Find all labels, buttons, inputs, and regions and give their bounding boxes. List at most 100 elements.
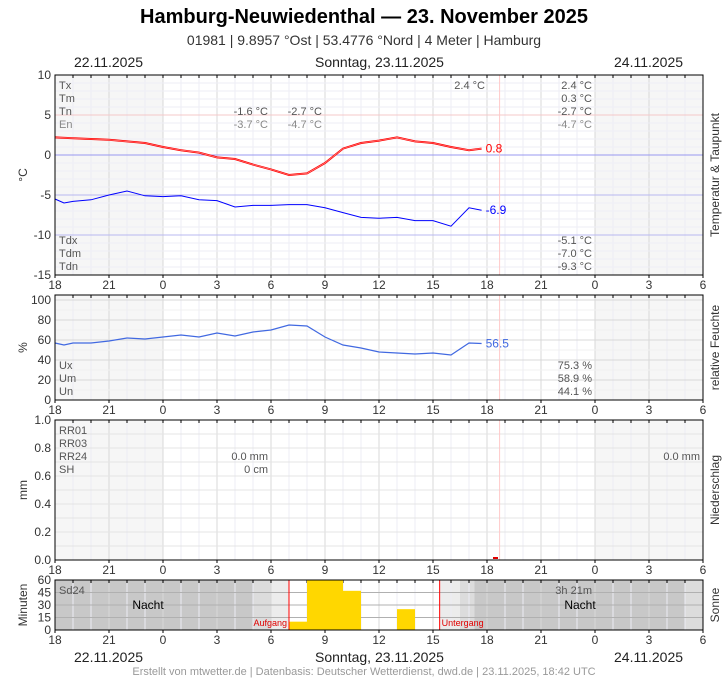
stat-value-day3: -9.3 °C	[558, 261, 592, 273]
y-tick-label: 15	[38, 611, 52, 625]
y-axis-label: mm	[16, 480, 30, 500]
humidity-line	[54, 324, 482, 356]
x-tick-label: 9	[322, 633, 329, 647]
x-tick-label: 6	[700, 403, 707, 417]
panel-frame	[54, 74, 704, 276]
y-tick-label: 0	[44, 393, 51, 407]
stat-value-day1: 0 cm	[244, 464, 268, 476]
x-tick-label: 21	[102, 278, 116, 292]
night-label-left: Nacht	[132, 598, 164, 612]
stat-value-day3: -2.7 °C	[558, 106, 592, 118]
y-tick-label: 100	[31, 293, 51, 307]
x-tick-label: 21	[102, 563, 116, 577]
y-tick-label: 0.2	[34, 525, 51, 539]
y-tick-label: 60	[38, 573, 52, 587]
x-tick-label: 18	[48, 403, 62, 417]
stat-value-day1: 0.0 mm	[231, 451, 268, 463]
current-marker	[493, 557, 498, 559]
x-tick-label: 3	[646, 403, 653, 417]
stat-label-RR03: RR03	[59, 438, 87, 450]
y-tick-label: -15	[34, 268, 52, 282]
sunrise-label: Aufgang	[253, 618, 287, 628]
y-tick-label: 1.0	[34, 413, 51, 427]
y-tick-label: -10	[34, 228, 52, 242]
x-tick-label: 18	[48, 633, 62, 647]
y-tick-label: 5	[44, 108, 51, 122]
x-tick-label: 0	[592, 403, 599, 417]
x-tick-label: 6	[268, 633, 275, 647]
x-tick-label: 12	[372, 403, 386, 417]
x-tick-label: 21	[534, 403, 548, 417]
x-tick-label: 15	[426, 563, 440, 577]
temperature-end-label: 0.8	[486, 142, 503, 156]
y-tick-label: 0.0	[34, 553, 51, 567]
date-left-bottom: 22.11.2025	[74, 649, 144, 665]
stat-value: 44.1 %	[558, 386, 592, 398]
page-title: Hamburg-Neuwiedenthal — 23. November 202…	[140, 6, 588, 28]
panel-side-label: Sonne	[708, 587, 722, 622]
night-label-right: Nacht	[564, 598, 596, 612]
x-tick-label: 6	[268, 403, 275, 417]
y-axis-label: °C	[16, 168, 30, 182]
stat-label-SH: SH	[59, 464, 74, 476]
x-tick-label: 18	[480, 633, 494, 647]
sunshine-bar	[289, 621, 307, 630]
stat-value-day2: 0.0 mm	[663, 451, 700, 463]
panel-frame	[54, 419, 704, 561]
stat-label-Tdx: Tdx	[59, 235, 78, 247]
date-center-bottom: Sonntag, 23.11.2025	[315, 649, 444, 665]
stat-value-day2: 2.4 °C	[454, 80, 485, 92]
x-tick-label: 21	[534, 633, 548, 647]
y-tick-label: 45	[38, 586, 52, 600]
stat-value: 75.3 %	[558, 360, 592, 372]
panel-side-label: Niederschlag	[708, 455, 722, 525]
y-tick-label: 80	[38, 313, 52, 327]
stat-label-Tn: Tn	[59, 106, 72, 118]
x-tick-label: 3	[214, 633, 221, 647]
stat-value-day3: -5.1 °C	[558, 235, 592, 247]
date-center-top: Sonntag, 23.11.2025	[315, 54, 444, 70]
x-tick-label: 18	[480, 563, 494, 577]
panel-side-label: relative Feuchte	[708, 304, 722, 390]
date-left-top: 22.11.2025	[74, 54, 144, 70]
x-tick-label: 3	[646, 633, 653, 647]
x-tick-label: 9	[322, 278, 329, 292]
x-tick-label: 0	[160, 633, 167, 647]
x-tick-label: 6	[268, 278, 275, 292]
x-tick-label: 6	[268, 563, 275, 577]
y-tick-label: 20	[38, 373, 52, 387]
y-tick-label: 10	[38, 68, 52, 82]
sunshine-bar	[397, 609, 415, 630]
y-tick-label: 40	[38, 353, 52, 367]
footer-credits: Erstellt von mtwetter.de | Datenbasis: D…	[132, 666, 596, 678]
x-tick-label: 6	[700, 563, 707, 577]
sunshine-bar	[307, 580, 325, 630]
stat-label-Um: Um	[59, 373, 76, 385]
x-tick-label: 0	[592, 278, 599, 292]
x-tick-label: 0	[160, 563, 167, 577]
stat-value-day1b: -2.7 °C	[288, 106, 322, 118]
stat-value-day3: 0.3 °C	[561, 93, 592, 105]
sunshine-bar	[325, 580, 343, 630]
dewpoint-line	[54, 190, 482, 227]
dewpoint-end-label: -6.9	[486, 203, 507, 217]
x-tick-label: 12	[372, 278, 386, 292]
stat-label-Tm: Tm	[59, 93, 75, 105]
sunshine-bar	[343, 590, 361, 630]
date-right-top: 24.11.2025	[614, 54, 684, 70]
x-tick-label: 6	[700, 278, 707, 292]
x-tick-label: 21	[102, 403, 116, 417]
y-tick-label: 0	[44, 623, 51, 637]
stat-label-Tdm: Tdm	[59, 248, 81, 260]
y-tick-label: 30	[38, 598, 52, 612]
x-tick-label: 9	[322, 403, 329, 417]
x-tick-label: 0	[160, 278, 167, 292]
y-axis-label: Minuten	[16, 584, 30, 627]
x-tick-label: 12	[372, 563, 386, 577]
x-tick-label: 3	[214, 403, 221, 417]
stat-label-RR24: RR24	[59, 451, 87, 463]
stat-label-Un: Un	[59, 386, 73, 398]
stat-value-day3: -4.7 °C	[558, 119, 592, 131]
